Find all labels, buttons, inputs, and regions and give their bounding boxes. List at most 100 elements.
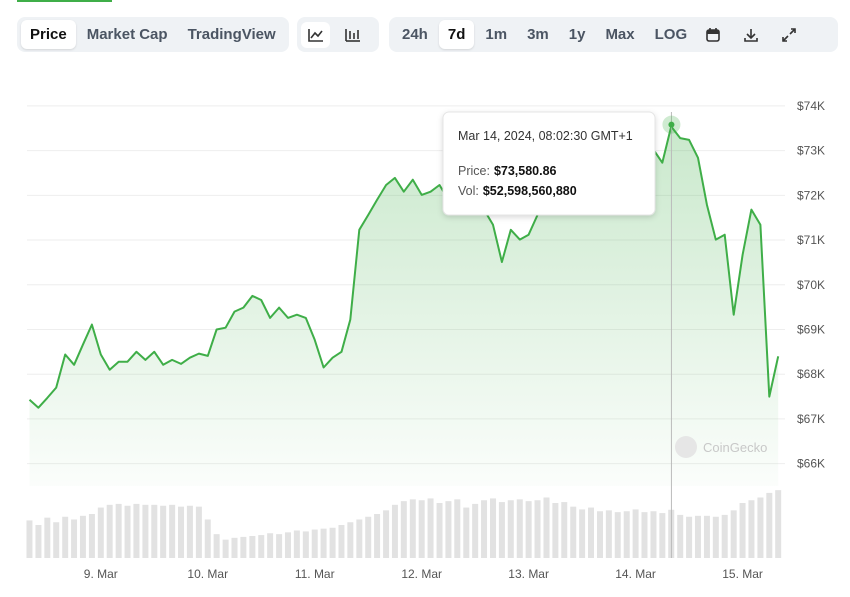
volume-bar <box>605 510 612 558</box>
toolbar-button[interactable]: 1m <box>485 26 508 43</box>
volume-bar <box>71 519 78 558</box>
volume-bar <box>686 516 693 558</box>
toolbar-button[interactable]: LOG <box>654 26 688 43</box>
volume-bar <box>276 534 283 558</box>
volume-bar <box>721 514 728 558</box>
volume-bar <box>204 519 211 558</box>
y-tick-label: $68K <box>797 367 825 381</box>
volume-bar <box>133 503 140 558</box>
volume-bar <box>650 511 657 558</box>
tab-underline <box>17 0 112 2</box>
range-switcher: 24h 7d 1m 3m 1y Max LOG <box>389 17 838 52</box>
line-chart-button[interactable] <box>301 21 330 48</box>
volume-bar <box>44 517 51 558</box>
volume-bar <box>267 533 274 558</box>
volume-bar <box>730 510 737 558</box>
volume-bar <box>213 534 220 558</box>
price-line <box>28 125 780 409</box>
toolbar-button[interactable]: Price <box>21 20 76 49</box>
toolbar-button[interactable]: 7d <box>438 20 475 49</box>
volume-bar <box>106 504 113 558</box>
calendar-icon <box>706 27 720 42</box>
volume-bar <box>142 504 149 558</box>
calendar-button[interactable] <box>698 22 728 48</box>
candle-chart-button[interactable] <box>338 22 367 48</box>
volume-bar <box>748 500 755 558</box>
volume-bar <box>35 525 42 558</box>
volume-bar <box>694 515 701 558</box>
download-button[interactable] <box>736 22 766 48</box>
volume-bar <box>115 503 122 558</box>
volume-bar <box>400 501 407 558</box>
toolbar-button[interactable]: 24h <box>402 26 428 43</box>
line-icon <box>307 28 323 42</box>
download-icon <box>744 28 758 42</box>
volume-bar <box>365 516 372 558</box>
volume-bar <box>757 497 764 558</box>
volume-bar <box>463 507 470 558</box>
volume-bar <box>472 503 479 558</box>
x-tick-label: 10. Mar <box>187 567 228 581</box>
volume-bar <box>151 504 158 558</box>
volume-bar <box>659 513 666 558</box>
volume-bar <box>525 501 532 558</box>
volume-bar <box>320 528 327 558</box>
fullscreen-button[interactable] <box>774 22 804 48</box>
x-tick-label: 11. Mar <box>295 567 335 581</box>
volume-bar <box>284 532 291 558</box>
view-switcher: Price Market Cap TradingView <box>17 17 289 52</box>
volume-bar <box>712 516 719 558</box>
volume-bar <box>53 522 60 558</box>
volume-bar <box>668 509 675 558</box>
y-tick-label: $74K <box>797 99 825 113</box>
hover-point-center <box>668 121 675 128</box>
volume-bar <box>409 499 416 558</box>
volume-bar <box>88 514 95 558</box>
volume-bar <box>445 501 452 558</box>
toolbar-button[interactable]: Market Cap <box>86 26 168 43</box>
volume-bar <box>222 539 229 558</box>
tooltip-price-value: $73,580.86 <box>494 164 557 178</box>
volume-bar <box>775 490 782 558</box>
volume-bar <box>507 500 514 558</box>
volume-bar <box>26 520 33 558</box>
volume-bar <box>481 500 488 558</box>
volume-bar <box>534 500 541 558</box>
x-tick-label: 9. Mar <box>84 567 118 581</box>
volume-bar <box>240 536 247 558</box>
volume-bar <box>739 503 746 558</box>
volume-bar <box>231 537 238 558</box>
volume-bar <box>258 535 265 558</box>
volume-bar <box>374 514 381 558</box>
toolbar-button[interactable]: TradingView <box>187 26 276 43</box>
watermark-logo <box>675 436 697 458</box>
volume-bar <box>561 502 568 558</box>
fullscreen-icon <box>782 27 796 42</box>
x-tick-label: 14. Mar <box>615 567 656 581</box>
volume-bar <box>766 492 773 558</box>
y-tick-label: $69K <box>797 322 825 336</box>
volume-bar <box>169 504 176 558</box>
volume-bar <box>97 507 104 558</box>
volume-bar <box>311 529 318 558</box>
y-tick-label: $72K <box>797 188 825 202</box>
tooltip-volume-value: $52,598,560,880 <box>483 184 577 198</box>
toolbar-button[interactable]: Max <box>605 26 635 43</box>
toolbar-button[interactable]: 3m <box>527 26 549 43</box>
volume-bar <box>79 515 86 558</box>
volume-bar <box>356 519 363 558</box>
price-area <box>29 126 779 486</box>
x-tick-label: 15. Mar <box>722 567 763 581</box>
volume-bar <box>498 502 505 558</box>
volume-bar <box>552 503 559 558</box>
volume-bar <box>579 509 586 558</box>
volume-bar <box>347 522 354 558</box>
volume-bar <box>160 505 167 558</box>
volume-bar <box>703 515 710 558</box>
toolbar-button[interactable]: 1y <box>568 26 586 43</box>
volume-bar <box>124 505 131 558</box>
tooltip-price: Price: $73,580.86 <box>458 164 557 178</box>
watermark: CoinGecko <box>703 440 767 455</box>
